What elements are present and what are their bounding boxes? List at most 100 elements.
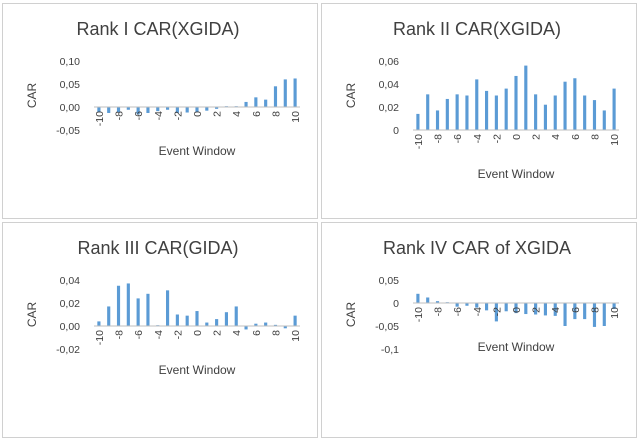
bar xyxy=(534,94,538,130)
bar xyxy=(485,90,489,130)
bar xyxy=(293,315,297,326)
chart-frame xyxy=(2,3,318,219)
bar xyxy=(494,95,498,130)
chart-svg: Rank III CAR(GIDA) -0,02 0,00 0,02 0,04 CAR -1… xyxy=(2,222,318,438)
y-tick-label: 0,05 xyxy=(60,79,81,91)
x-tick-label: -2 xyxy=(491,307,503,316)
y-tick-label: 0 xyxy=(393,298,399,310)
x-tick-label: 6 xyxy=(251,111,263,117)
bar xyxy=(553,95,557,130)
x-tick-label: 8 xyxy=(589,307,601,313)
bar xyxy=(156,107,160,112)
x-tick-label: 6 xyxy=(570,134,582,140)
bar xyxy=(126,107,130,110)
y-tick-label: 0,00 xyxy=(60,102,81,114)
bar xyxy=(524,65,528,130)
bar xyxy=(97,107,101,113)
bar xyxy=(553,303,557,316)
y-tick-label: 0,00 xyxy=(60,321,81,333)
bar xyxy=(136,107,140,115)
x-tick-label: -4 xyxy=(153,111,165,120)
x-tick-label: 10 xyxy=(609,134,621,146)
bar xyxy=(264,322,268,326)
chart-panel-rank-4: Rank IV CAR of XGIDA -0,1 -0,05 0 0,05 CAR -10… xyxy=(321,222,637,438)
bar xyxy=(273,86,278,107)
chart-title: Rank IV CAR of XGIDA xyxy=(383,238,571,258)
x-tick-label: 8 xyxy=(270,330,282,336)
bar xyxy=(465,95,469,130)
x-tick-label: 0 xyxy=(511,307,523,313)
bar xyxy=(563,303,567,326)
bar xyxy=(175,107,179,113)
x-tick-label: -10 xyxy=(413,134,425,149)
x-tick-label: 4 xyxy=(550,134,562,140)
bar xyxy=(146,293,150,326)
x-tick-label: -4 xyxy=(472,307,484,316)
bar xyxy=(602,110,606,130)
x-tick-label: 8 xyxy=(270,111,282,117)
x-tick-label: -8 xyxy=(433,134,445,143)
bar xyxy=(583,303,587,320)
y-axis-label: CAR xyxy=(344,83,358,109)
bar xyxy=(563,81,567,130)
chart-panel-rank-1: Rank I CAR(XGIDA) -0,05 0,00 0,05 0,10 CAR -10… xyxy=(2,3,318,219)
bar xyxy=(416,293,420,303)
x-tick-label: -8 xyxy=(433,307,445,316)
bar xyxy=(215,319,219,326)
bar xyxy=(543,303,547,316)
bar xyxy=(146,107,150,113)
bar xyxy=(244,101,248,107)
x-axis-label: Event Window xyxy=(159,144,236,158)
x-tick-label: 2 xyxy=(212,330,224,336)
bar xyxy=(224,312,228,326)
bar xyxy=(185,315,189,326)
x-tick-label: -2 xyxy=(172,111,184,120)
y-axis-label: CAR xyxy=(25,83,39,109)
x-tick-label: -8 xyxy=(114,111,126,120)
bar xyxy=(254,323,258,326)
x-tick-label: -10 xyxy=(94,330,106,345)
y-tick-label: -0,05 xyxy=(56,125,80,137)
bar xyxy=(612,303,616,309)
bar xyxy=(445,98,449,130)
chart-title: Rank II CAR(XGIDA) xyxy=(393,19,561,39)
bar xyxy=(195,311,199,326)
x-axis-label: Event Window xyxy=(159,363,236,377)
x-tick-label: 0 xyxy=(511,134,523,140)
y-tick-label: -0,05 xyxy=(375,321,399,333)
x-tick-label: 6 xyxy=(570,307,582,313)
bar xyxy=(175,314,179,326)
x-tick-label: 8 xyxy=(589,134,601,140)
chart-title: Rank I CAR(XGIDA) xyxy=(76,19,239,39)
y-tick-label: 0,02 xyxy=(379,102,400,114)
bar xyxy=(205,322,209,326)
x-tick-label: -10 xyxy=(94,111,106,126)
bar xyxy=(185,107,189,113)
chart-svg: Rank I CAR(XGIDA) -0,05 0,00 0,05 0,10 CAR -10… xyxy=(2,3,318,219)
bar xyxy=(264,99,268,107)
bar xyxy=(543,104,547,130)
bar xyxy=(293,78,297,107)
bar xyxy=(475,303,479,308)
bar xyxy=(273,324,278,326)
x-tick-label: -2 xyxy=(491,134,503,143)
bar xyxy=(254,97,258,107)
x-axis-label: Event Window xyxy=(478,340,555,354)
bar xyxy=(583,95,587,130)
x-tick-label: 10 xyxy=(609,307,621,319)
chart-frame xyxy=(2,222,318,438)
x-tick-label: -6 xyxy=(133,330,145,339)
y-tick-label: 0,02 xyxy=(60,298,81,310)
chart-title: Rank III CAR(GIDA) xyxy=(77,238,238,258)
chart-svg: Rank IV CAR of XGIDA -0,1 -0,05 0 0,05 CAR -10… xyxy=(321,222,637,438)
bar xyxy=(504,303,508,312)
x-tick-label: -8 xyxy=(114,330,126,339)
bar xyxy=(485,303,489,311)
x-tick-label: 4 xyxy=(231,330,243,336)
x-tick-label: -2 xyxy=(172,330,184,339)
x-tick-label: 10 xyxy=(290,330,302,342)
x-tick-label: 6 xyxy=(251,330,263,336)
x-tick-label: -10 xyxy=(413,307,425,322)
bar xyxy=(602,303,606,326)
